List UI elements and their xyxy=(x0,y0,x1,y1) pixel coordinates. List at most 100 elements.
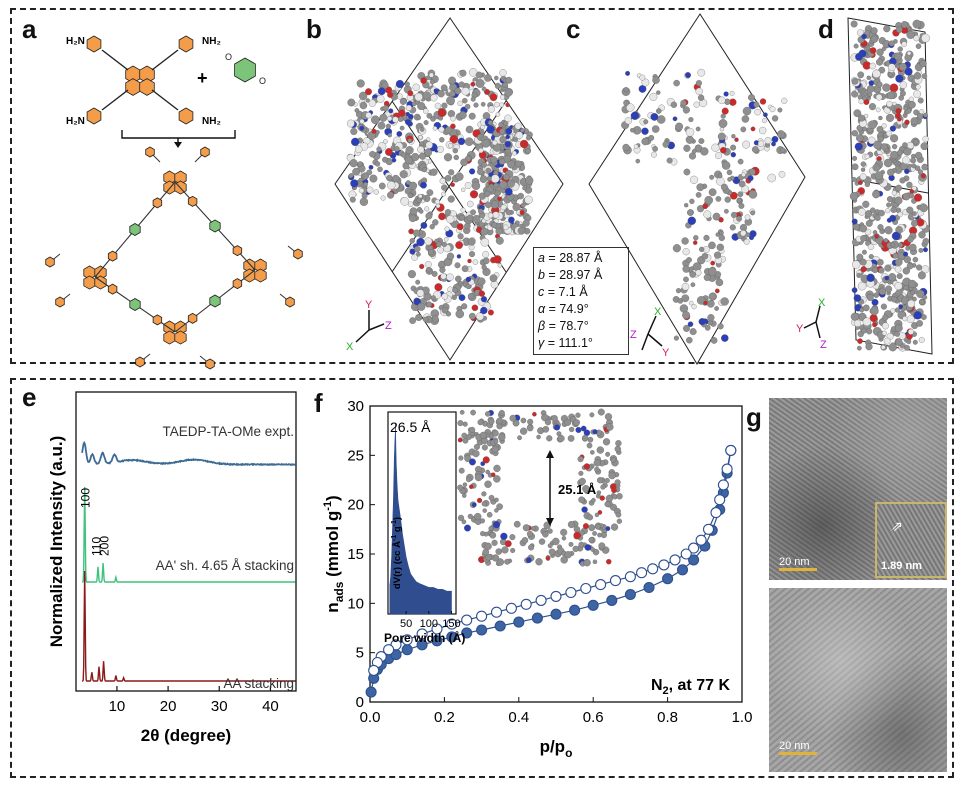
atom xyxy=(371,128,377,134)
atom xyxy=(470,209,476,216)
atom xyxy=(548,548,556,556)
atom xyxy=(419,263,425,270)
atom xyxy=(741,185,750,194)
atom xyxy=(857,281,867,291)
x-tick-label: 0.0 xyxy=(360,709,381,726)
atom xyxy=(440,273,447,280)
atom xyxy=(864,181,871,188)
atom xyxy=(464,103,471,110)
atom xyxy=(855,53,863,61)
atom xyxy=(898,304,904,310)
atom xyxy=(359,118,365,124)
atom xyxy=(481,138,491,148)
x-axis-label: 2θ (degree) xyxy=(141,726,231,745)
atom xyxy=(778,170,786,178)
atom xyxy=(568,426,575,433)
atom xyxy=(590,450,595,455)
atom xyxy=(512,150,517,156)
atom xyxy=(906,51,912,56)
atom xyxy=(383,139,388,144)
xrd-series-line xyxy=(81,440,297,467)
atom xyxy=(599,495,605,501)
xrd-series-line xyxy=(82,486,296,583)
atom xyxy=(450,182,455,187)
atom xyxy=(434,199,440,205)
atom xyxy=(687,216,696,225)
atom xyxy=(606,558,612,565)
desorption-point xyxy=(721,463,733,475)
atom xyxy=(703,274,711,281)
atom xyxy=(454,87,462,95)
atom xyxy=(444,226,450,232)
atom xyxy=(439,177,446,185)
atom xyxy=(408,181,418,190)
atom xyxy=(462,97,468,104)
atom xyxy=(552,537,560,546)
atom xyxy=(377,166,383,173)
atom xyxy=(575,426,582,433)
atom xyxy=(480,101,486,107)
atom xyxy=(648,134,655,141)
atom xyxy=(704,195,713,205)
atom xyxy=(408,113,414,120)
atom xyxy=(481,444,488,451)
atom xyxy=(695,80,702,87)
atom xyxy=(527,418,534,425)
atom xyxy=(514,160,522,168)
atom xyxy=(917,169,924,175)
atom xyxy=(698,138,705,144)
atom xyxy=(427,249,435,256)
desorption-point xyxy=(383,644,395,656)
atom xyxy=(688,117,694,123)
atom xyxy=(696,183,705,192)
atom xyxy=(754,108,761,116)
atom xyxy=(604,413,613,421)
atom xyxy=(470,409,476,416)
atom xyxy=(485,411,491,417)
atom xyxy=(856,253,864,261)
series-label: AA stacking xyxy=(223,676,294,691)
atom xyxy=(431,315,439,323)
plot-frame-e xyxy=(75,391,297,692)
atom xyxy=(448,76,457,85)
atom xyxy=(443,153,453,162)
atom xyxy=(578,541,585,548)
atom xyxy=(870,35,879,43)
atom xyxy=(420,181,427,189)
atom xyxy=(729,224,736,231)
atom xyxy=(680,99,687,107)
atom xyxy=(465,155,472,162)
atom xyxy=(455,275,462,283)
atom xyxy=(923,112,928,118)
desorption-point xyxy=(505,602,517,614)
atom xyxy=(459,214,465,221)
atom xyxy=(652,146,658,152)
atom xyxy=(413,297,421,306)
inset-x-label: Pore width (Å) xyxy=(384,630,465,645)
atom xyxy=(878,115,883,121)
atom xyxy=(577,456,584,463)
atom xyxy=(347,98,356,107)
atom xyxy=(715,196,722,202)
atom xyxy=(365,88,372,96)
atom xyxy=(869,47,877,54)
atom xyxy=(719,230,724,236)
atom xyxy=(888,72,893,77)
atom xyxy=(374,161,381,167)
atom xyxy=(895,258,903,266)
atom xyxy=(706,299,715,308)
atom xyxy=(458,294,466,301)
atom xyxy=(878,66,886,74)
atom xyxy=(431,270,438,277)
desorption-point xyxy=(669,554,681,566)
atom xyxy=(712,212,721,221)
atom xyxy=(409,207,418,216)
phenyl-ring xyxy=(45,256,55,268)
atom xyxy=(485,469,490,475)
atom xyxy=(487,212,494,219)
atom xyxy=(876,125,884,133)
atom xyxy=(748,168,756,176)
atom xyxy=(477,277,486,286)
atom xyxy=(394,146,400,152)
atom xyxy=(867,136,876,145)
